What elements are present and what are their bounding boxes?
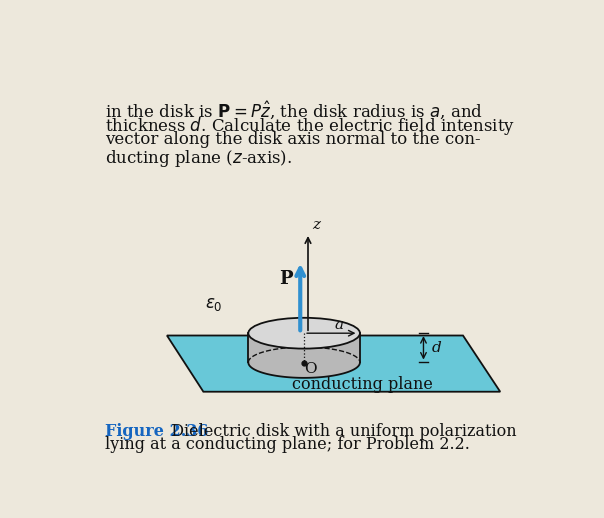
- Text: a: a: [334, 318, 343, 332]
- Text: vector along the disk axis normal to the con-: vector along the disk axis normal to the…: [105, 132, 481, 149]
- Text: ducting plane ($z$-axis).: ducting plane ($z$-axis).: [105, 148, 292, 169]
- Ellipse shape: [248, 347, 360, 378]
- Text: $\varepsilon_0$: $\varepsilon_0$: [205, 296, 222, 313]
- Polygon shape: [248, 333, 360, 363]
- Text: lying at a conducting plane; for Problem 2.2.: lying at a conducting plane; for Problem…: [105, 436, 470, 453]
- Text: d: d: [431, 341, 441, 355]
- Text: O: O: [304, 362, 316, 376]
- Ellipse shape: [248, 318, 360, 349]
- Text: conducting plane: conducting plane: [292, 376, 432, 393]
- Text: z: z: [312, 218, 320, 232]
- Text: in the disk is $\mathbf{P} = P\hat{z}$, the disk radius is $a$, and: in the disk is $\mathbf{P} = P\hat{z}$, …: [105, 99, 483, 121]
- Text: P: P: [280, 270, 293, 288]
- Text: Dielectric disk with a uniform polarization: Dielectric disk with a uniform polarizat…: [161, 423, 516, 439]
- Text: Figure 2.36: Figure 2.36: [105, 423, 208, 439]
- Polygon shape: [167, 336, 500, 392]
- Text: thickness $d$. Calculate the electric field intensity: thickness $d$. Calculate the electric fi…: [105, 116, 515, 137]
